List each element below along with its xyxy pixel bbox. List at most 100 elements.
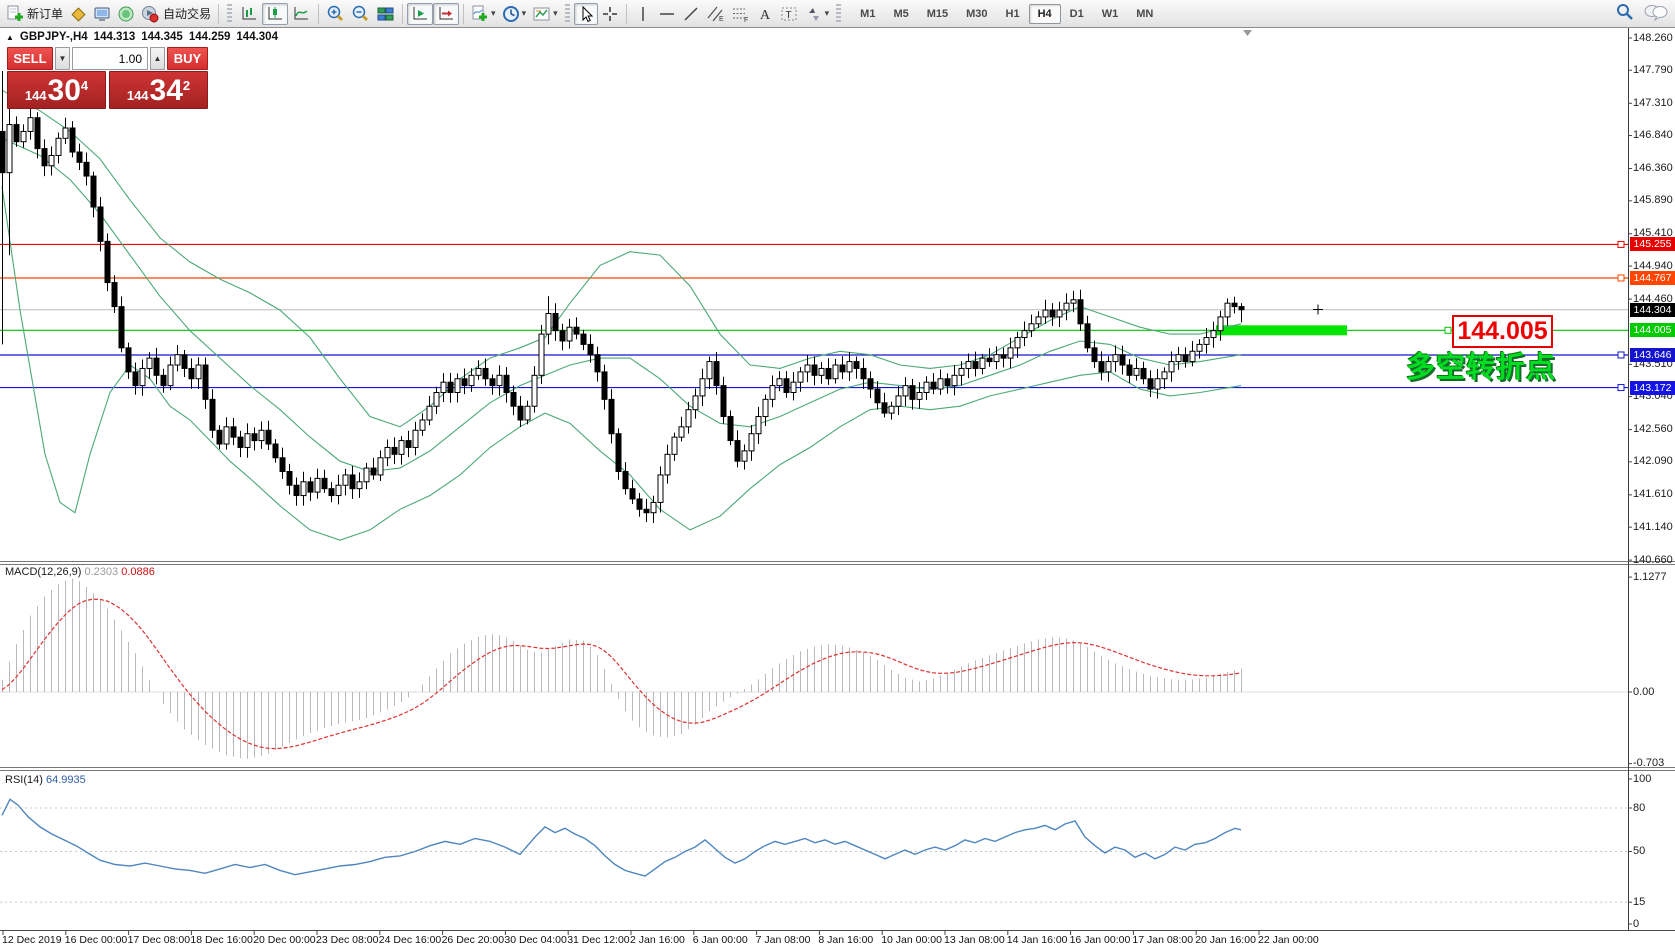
line-chart-button[interactable] bbox=[288, 3, 314, 25]
candle-body bbox=[664, 453, 671, 476]
volume-decrease-button[interactable]: ▼ bbox=[55, 47, 70, 70]
auto-scroll-button[interactable] bbox=[407, 2, 434, 25]
templates-button[interactable]: ▾ bbox=[529, 3, 561, 25]
arrows-icon bbox=[808, 7, 819, 21]
templates-dropdown-arrow[interactable]: ▾ bbox=[553, 8, 558, 18]
buy-button[interactable]: BUY bbox=[167, 47, 208, 70]
text-label-button[interactable]: T bbox=[777, 3, 802, 25]
buy-price-button[interactable]: 144 34 2 bbox=[109, 71, 208, 109]
price-tick-label: 145.410 bbox=[1633, 227, 1673, 240]
sell-price-point: 4 bbox=[80, 78, 89, 93]
timeframe-button-m1[interactable]: M1 bbox=[860, 7, 876, 20]
cursor-button[interactable] bbox=[573, 2, 598, 25]
level-line-handle[interactable] bbox=[1617, 351, 1625, 359]
auto-scroll-icon bbox=[413, 6, 428, 19]
time-axis-label: 6 Jan 00:00 bbox=[692, 934, 748, 946]
timeframe-button-m15[interactable]: M15 bbox=[926, 7, 949, 20]
periods-dropdown-arrow[interactable]: ▾ bbox=[521, 8, 527, 18]
candle-body bbox=[720, 385, 727, 418]
indicators-dropdown-arrow[interactable]: ▾ bbox=[491, 8, 496, 18]
candle-body bbox=[811, 364, 818, 376]
text-label-icon: T bbox=[781, 7, 797, 21]
candle-body bbox=[195, 364, 202, 380]
periods-button[interactable]: ▾ bbox=[499, 3, 530, 25]
toolbar-right-icons bbox=[1615, 2, 1669, 22]
text-button[interactable]: A bbox=[753, 3, 777, 25]
timeframe-button-mn[interactable]: MN bbox=[1136, 7, 1154, 20]
candle-body bbox=[244, 433, 251, 448]
highlight-level-bar[interactable] bbox=[1216, 325, 1347, 336]
candle-body bbox=[314, 477, 321, 493]
volume-input[interactable] bbox=[72, 47, 148, 70]
candle-body bbox=[300, 481, 307, 497]
candle-body bbox=[986, 357, 993, 363]
candle-body bbox=[1035, 316, 1042, 325]
search-icon[interactable] bbox=[1615, 2, 1635, 22]
candlestick-chart-button[interactable] bbox=[262, 2, 289, 25]
time-axis-label: 17 Jan 08:00 bbox=[1132, 934, 1194, 946]
crosshair-icon bbox=[602, 6, 617, 21]
level-line-handle[interactable] bbox=[1617, 384, 1625, 392]
data-window-button[interactable] bbox=[90, 3, 114, 25]
collapse-panel-arrow[interactable]: ▲ bbox=[6, 32, 14, 42]
tile-windows-button[interactable] bbox=[373, 3, 398, 25]
autotrade-button[interactable]: 自动交易 bbox=[138, 3, 214, 25]
chart-shift-button[interactable] bbox=[433, 2, 460, 25]
trendline-button[interactable] bbox=[679, 3, 703, 25]
vertical-line-button[interactable] bbox=[631, 3, 655, 25]
crosshair-button[interactable] bbox=[598, 3, 622, 25]
bar-chart-button[interactable] bbox=[236, 3, 262, 25]
turning-point-note[interactable]: 多空转折点 bbox=[1406, 352, 1557, 384]
indicators-button[interactable]: ▾ bbox=[468, 3, 499, 25]
candle-body bbox=[839, 364, 846, 373]
level-line-handle[interactable] bbox=[1617, 274, 1625, 282]
candle-body bbox=[111, 282, 118, 308]
candle-body bbox=[1077, 299, 1084, 325]
bar-chart-icon bbox=[242, 6, 257, 19]
navigator-button[interactable] bbox=[114, 3, 138, 25]
candle-body bbox=[433, 391, 440, 407]
candle-body bbox=[538, 333, 545, 376]
candle-body bbox=[594, 354, 601, 373]
candle-body bbox=[482, 367, 489, 380]
timeframe-button-h1[interactable]: H1 bbox=[1005, 7, 1020, 20]
horizontal-line-button[interactable] bbox=[655, 3, 679, 25]
macd-tick-label: 1.1277 bbox=[1633, 570, 1667, 583]
timeframe-button-h4[interactable]: H4 bbox=[1028, 3, 1061, 24]
price-annotation-box[interactable]: 144.005 bbox=[1452, 315, 1553, 348]
arrows-dropdown-arrow[interactable]: ▾ bbox=[824, 8, 830, 18]
sell-price-button[interactable]: 144 30 4 bbox=[7, 71, 106, 109]
new-order-button[interactable]: 新订单 bbox=[2, 3, 66, 25]
candle-body bbox=[279, 457, 286, 472]
timeframe-button-w1[interactable]: W1 bbox=[1101, 7, 1119, 20]
timeframe-button-m5[interactable]: M5 bbox=[893, 7, 909, 20]
rsi-tick-label: 50 bbox=[1633, 845, 1646, 857]
indicators-icon bbox=[472, 5, 488, 21]
candle-body bbox=[20, 130, 27, 143]
timeframe-button-d1[interactable]: D1 bbox=[1069, 7, 1084, 20]
community-chat-icon[interactable] bbox=[1643, 2, 1669, 22]
bollinger-middle-band bbox=[1, 137, 1242, 473]
equidistant-channel-button[interactable]: E bbox=[703, 3, 728, 25]
zoom-in-button[interactable] bbox=[323, 3, 348, 25]
bollinger-lower-band bbox=[1, 186, 1242, 541]
timeframe-toolbar: M1 M5 M15 M30 H1 H4 D1 W1 MN bbox=[851, 3, 1162, 24]
rsi-tick-label: 0 bbox=[1633, 917, 1640, 930]
sell-button[interactable]: SELL bbox=[7, 47, 53, 70]
level-line-handle[interactable] bbox=[1444, 326, 1452, 334]
fibonacci-button[interactable]: F bbox=[728, 3, 753, 25]
timeframe-button-m30[interactable]: M30 bbox=[966, 7, 988, 20]
zoom-in-icon bbox=[327, 5, 344, 22]
candle-body bbox=[1007, 347, 1014, 359]
time-axis-label: 24 Dec 16:00 bbox=[378, 934, 442, 946]
autotrade-label: 自动交易 bbox=[163, 7, 212, 21]
level-line-handle[interactable] bbox=[1617, 240, 1625, 248]
market-watch-button[interactable] bbox=[66, 3, 90, 25]
zoom-out-button[interactable] bbox=[348, 3, 373, 25]
arrows-button[interactable]: ▾ bbox=[802, 3, 833, 25]
volume-increase-button[interactable]: ▲ bbox=[150, 47, 165, 70]
templates-icon bbox=[533, 7, 550, 20]
ohlc-low: 144.259 bbox=[188, 31, 231, 43]
